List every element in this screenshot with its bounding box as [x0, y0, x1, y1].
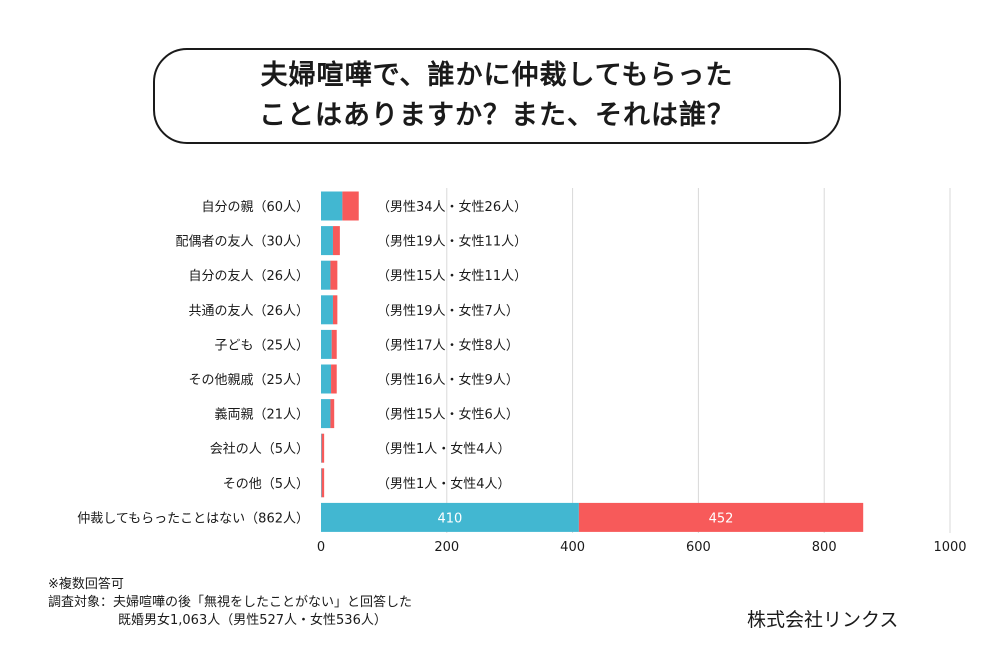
bar-female-4	[331, 329, 337, 359]
x-tick-label-800: 800	[812, 540, 837, 555]
bar-female-2	[330, 260, 338, 290]
category-label-0: 自分の親（60人）	[201, 200, 309, 215]
category-label-2: 自分の友人（26人）	[188, 268, 309, 284]
x-tick-label-0: 0	[317, 540, 325, 555]
bar-female-3	[332, 295, 338, 325]
bar-female-7	[321, 433, 325, 463]
category-label-1: 配偶者の友人（30人）	[175, 234, 309, 250]
annotation-2: （男性15人・女性11人）	[377, 268, 527, 284]
category-label-3: 共通の友人（26人）	[188, 303, 309, 319]
footnote-multiple-answers: ※複数回答可	[48, 577, 124, 592]
bar-female-1	[332, 226, 340, 256]
category-label-9: 仲裁してもらったことはない（862人）	[77, 510, 309, 526]
bar-male-0	[321, 191, 343, 221]
data-label-female: 452	[709, 511, 734, 526]
annotation-7: （男性1人・女性4人）	[377, 441, 511, 457]
bar-male-9	[321, 502, 579, 532]
bar-female-5	[331, 364, 337, 394]
bar-female-6	[330, 399, 335, 429]
annotation-4: （男性17人・女性8人）	[377, 337, 519, 353]
bar-male-7	[321, 433, 322, 463]
title-box: 夫婦喧嘩で、誰かに仲裁してもらった ことはありますか？また、それは誰？	[153, 48, 841, 144]
x-tick-label-200: 200	[434, 540, 459, 555]
bar-male-5	[321, 364, 332, 394]
annotation-3: （男性19人・女性7人）	[377, 303, 519, 319]
company-name: 株式会社リンクス	[747, 609, 899, 631]
category-label-6: 義両親（21人）	[214, 407, 309, 423]
title-line-2: ことはありますか？また、それは誰？	[259, 100, 735, 131]
footnote-respondents: 既婚男女1,063人（男性527人・女性536人）	[118, 613, 387, 628]
bar-female-9	[578, 502, 864, 532]
annotation-6: （男性15人・女性6人）	[377, 407, 519, 423]
title-line-1: 夫婦喧嘩で、誰かに仲裁してもらった	[260, 60, 734, 91]
footnote-survey-target: 調査対象：夫婦喧嘩の後「無視をしたことがない」と回答した	[48, 595, 413, 610]
bar-male-2	[321, 260, 331, 290]
annotation-8: （男性1人・女性4人）	[377, 476, 511, 492]
category-label-5: その他親戚（25人）	[188, 373, 309, 388]
annotation-0: （男性34人・女性26人）	[377, 199, 527, 215]
footnote: ※複数回答可 調査対象：夫婦喧嘩の後「無視をしたことがない」と回答した 既婚男女…	[48, 576, 412, 630]
bar-male-6	[321, 399, 331, 429]
category-label-8: その他（5人）	[223, 477, 309, 492]
annotation-1: （男性19人・女性11人）	[377, 234, 527, 250]
annotation-5: （男性16人・女性9人）	[377, 372, 519, 388]
category-label-4: 子ども（25人）	[214, 338, 309, 353]
bar-male-1	[321, 226, 333, 256]
x-tick-label-400: 400	[560, 540, 585, 555]
bar-female-8	[321, 468, 325, 498]
x-tick-label-1000: 1000	[933, 540, 966, 555]
category-label-7: 会社の人（5人）	[210, 441, 309, 457]
x-tick-label-600: 600	[686, 540, 711, 555]
bar-male-8	[321, 468, 322, 498]
bar-male-3	[321, 295, 333, 325]
bar-male-4	[321, 329, 332, 359]
bar-female-0	[342, 191, 359, 221]
data-label-male: 410	[438, 511, 463, 526]
